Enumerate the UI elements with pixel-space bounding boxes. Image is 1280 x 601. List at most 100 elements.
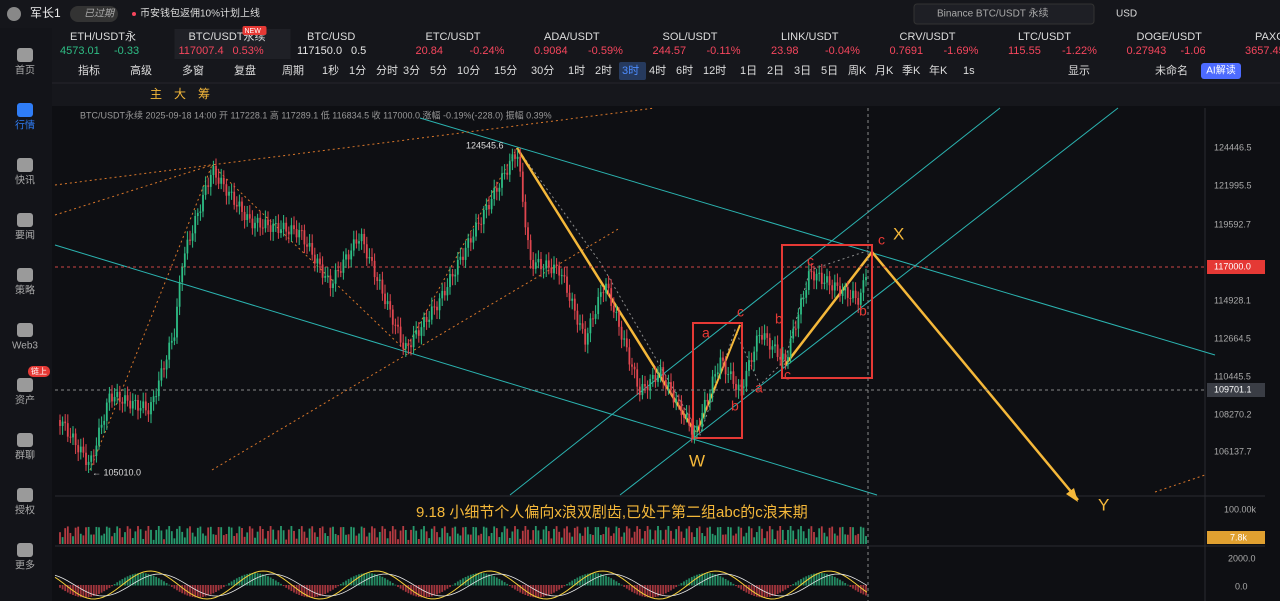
draw-tool[interactable]: 筹 — [198, 87, 210, 101]
nav-label[interactable]: 资产 — [15, 394, 35, 407]
ticker-symbol[interactable]: ETH/USDT永 — [70, 29, 136, 43]
search-text[interactable]: Binance BTC/USDT 永续 — [937, 7, 1049, 20]
ticker-price[interactable]: 3657.45 — [1245, 45, 1280, 57]
period-button[interactable]: 周K — [848, 64, 867, 77]
nav-label[interactable]: 策略 — [15, 284, 35, 297]
nav-label[interactable]: 群聊 — [15, 449, 35, 462]
search-box[interactable] — [913, 3, 1095, 25]
period-button[interactable]: 1秒 — [322, 63, 339, 77]
ticker-price[interactable]: 23.98 — [771, 45, 799, 57]
ticker-price[interactable]: 244.57 — [653, 45, 687, 57]
toolbar-button[interactable]: 多窗 — [182, 63, 204, 77]
ticker-symbol[interactable]: CRV/USDT — [900, 31, 956, 43]
nav-icon[interactable] — [17, 103, 33, 117]
ticker-change[interactable]: -1.69% — [944, 45, 979, 57]
ticker-price[interactable]: 4573.01 — [60, 45, 100, 57]
ticker-change[interactable]: -1.06 — [1181, 45, 1206, 57]
ticker-price[interactable]: 0.27943 — [1127, 45, 1167, 57]
period-button[interactable]: 1分 — [349, 64, 366, 77]
toolbar-button[interactable]: 指标 — [78, 63, 100, 77]
ticker-change[interactable]: -1.22% — [1062, 45, 1097, 57]
volume-bar — [243, 536, 246, 544]
nav-label[interactable]: 授权 — [15, 504, 35, 517]
draw-tool[interactable]: 主 — [150, 87, 162, 101]
ticker-change[interactable]: 0.53% — [233, 45, 264, 57]
ticker-change[interactable]: -0.59% — [588, 45, 623, 57]
ticker-change[interactable]: -0.24% — [470, 45, 505, 57]
nav-icon[interactable] — [17, 213, 33, 227]
ticker-change[interactable]: -0.11% — [707, 45, 741, 57]
period-button[interactable]: 4时 — [649, 64, 666, 77]
period-button[interactable]: 年K — [929, 63, 948, 77]
user-name[interactable]: 军长1 — [30, 6, 61, 20]
nav-label[interactable]: 行情 — [15, 119, 35, 132]
period-button[interactable]: 季K — [902, 64, 921, 77]
nav-icon[interactable] — [17, 158, 33, 172]
currency[interactable]: USD — [1116, 9, 1137, 20]
period-button[interactable]: 5分 — [430, 64, 447, 77]
toolbar-button[interactable]: 1s — [963, 65, 975, 77]
nav-icon[interactable] — [17, 543, 33, 557]
period-button[interactable]: 3日 — [794, 65, 811, 77]
ticker-price[interactable]: 0.9084 — [534, 45, 568, 57]
channel-line — [54, 244, 878, 496]
avatar[interactable] — [7, 7, 21, 21]
ticker-symbol[interactable]: LINK/USDT — [781, 31, 839, 43]
ticker-symbol[interactable]: ADA/USDT — [544, 31, 600, 43]
toolbar-button[interactable]: 显示 — [1068, 64, 1090, 77]
period-button[interactable]: 15分 — [494, 64, 517, 77]
ticker-symbol[interactable]: LTC/USDT — [1018, 31, 1071, 43]
notice[interactable]: 币安钱包返佣10%计划上线 — [140, 7, 260, 20]
macd-bar — [571, 580, 574, 586]
ticker-price[interactable]: 115.55 — [1008, 45, 1041, 57]
period-button[interactable]: 10分 — [457, 64, 480, 77]
period-button[interactable]: 30分 — [531, 64, 554, 77]
period-button[interactable]: 1日 — [740, 65, 757, 77]
ticker-price[interactable]: 20.84 — [416, 45, 444, 57]
nav-label[interactable]: 首页 — [15, 64, 35, 77]
period-button[interactable]: 12时 — [703, 64, 726, 77]
ai-text[interactable]: AI解读 — [1206, 64, 1235, 77]
period-button[interactable]: 5日 — [821, 65, 838, 77]
ticker-change[interactable]: -0.04% — [825, 45, 860, 57]
ticker-price[interactable]: 0.7691 — [890, 45, 924, 57]
period-button[interactable]: 3分 — [403, 64, 420, 77]
macd-bar — [170, 585, 173, 587]
toolbar-button[interactable]: 复盘 — [234, 63, 256, 77]
nav-icon[interactable] — [17, 378, 33, 392]
nav-label[interactable]: 更多 — [15, 559, 35, 572]
period-button[interactable]: 1时 — [568, 64, 585, 77]
toolbar-button[interactable]: 未命名 — [1155, 63, 1188, 77]
nav-icon[interactable] — [17, 488, 33, 502]
period-button[interactable]: 2日 — [767, 65, 784, 77]
nav-icon[interactable] — [17, 268, 33, 282]
ticker-symbol[interactable]: ETC/USDT — [426, 31, 481, 43]
toolbar-button[interactable]: 高级 — [130, 63, 152, 77]
nav-label[interactable]: 要闻 — [15, 229, 35, 242]
ticker-symbol[interactable]: DOGE/USDT — [1137, 31, 1203, 43]
nav-icon[interactable] — [17, 48, 33, 62]
ticker-symbol[interactable]: SOL/USDT — [663, 31, 718, 43]
candle-body — [607, 283, 610, 289]
nav-label[interactable]: Web3 — [12, 341, 38, 352]
volume-bar — [355, 535, 358, 544]
ticker-price[interactable]: 117007.4 — [179, 45, 224, 57]
volume-bar — [831, 526, 834, 544]
ticker-price[interactable]: 117150.0 — [297, 45, 342, 57]
candle-body — [111, 393, 113, 402]
ticker-change[interactable]: 0.5 — [351, 45, 366, 57]
nav-label[interactable]: 快讯 — [15, 175, 35, 187]
ticker-symbol[interactable]: BTC/USD — [307, 31, 355, 43]
nav-icon[interactable] — [17, 323, 33, 337]
period-button[interactable]: 月K — [875, 65, 894, 77]
draw-tool[interactable]: 大 — [174, 87, 186, 101]
ticker-change[interactable]: -0.33 — [114, 45, 139, 57]
period-button[interactable]: 3时 — [622, 64, 639, 77]
toolbar-button[interactable]: 周期 — [282, 64, 304, 77]
ai-button[interactable] — [1201, 63, 1241, 79]
period-button[interactable]: 分时 — [376, 64, 398, 77]
period-button[interactable]: 6时 — [676, 64, 693, 77]
period-button[interactable]: 2时 — [595, 64, 612, 77]
nav-icon[interactable] — [17, 433, 33, 447]
